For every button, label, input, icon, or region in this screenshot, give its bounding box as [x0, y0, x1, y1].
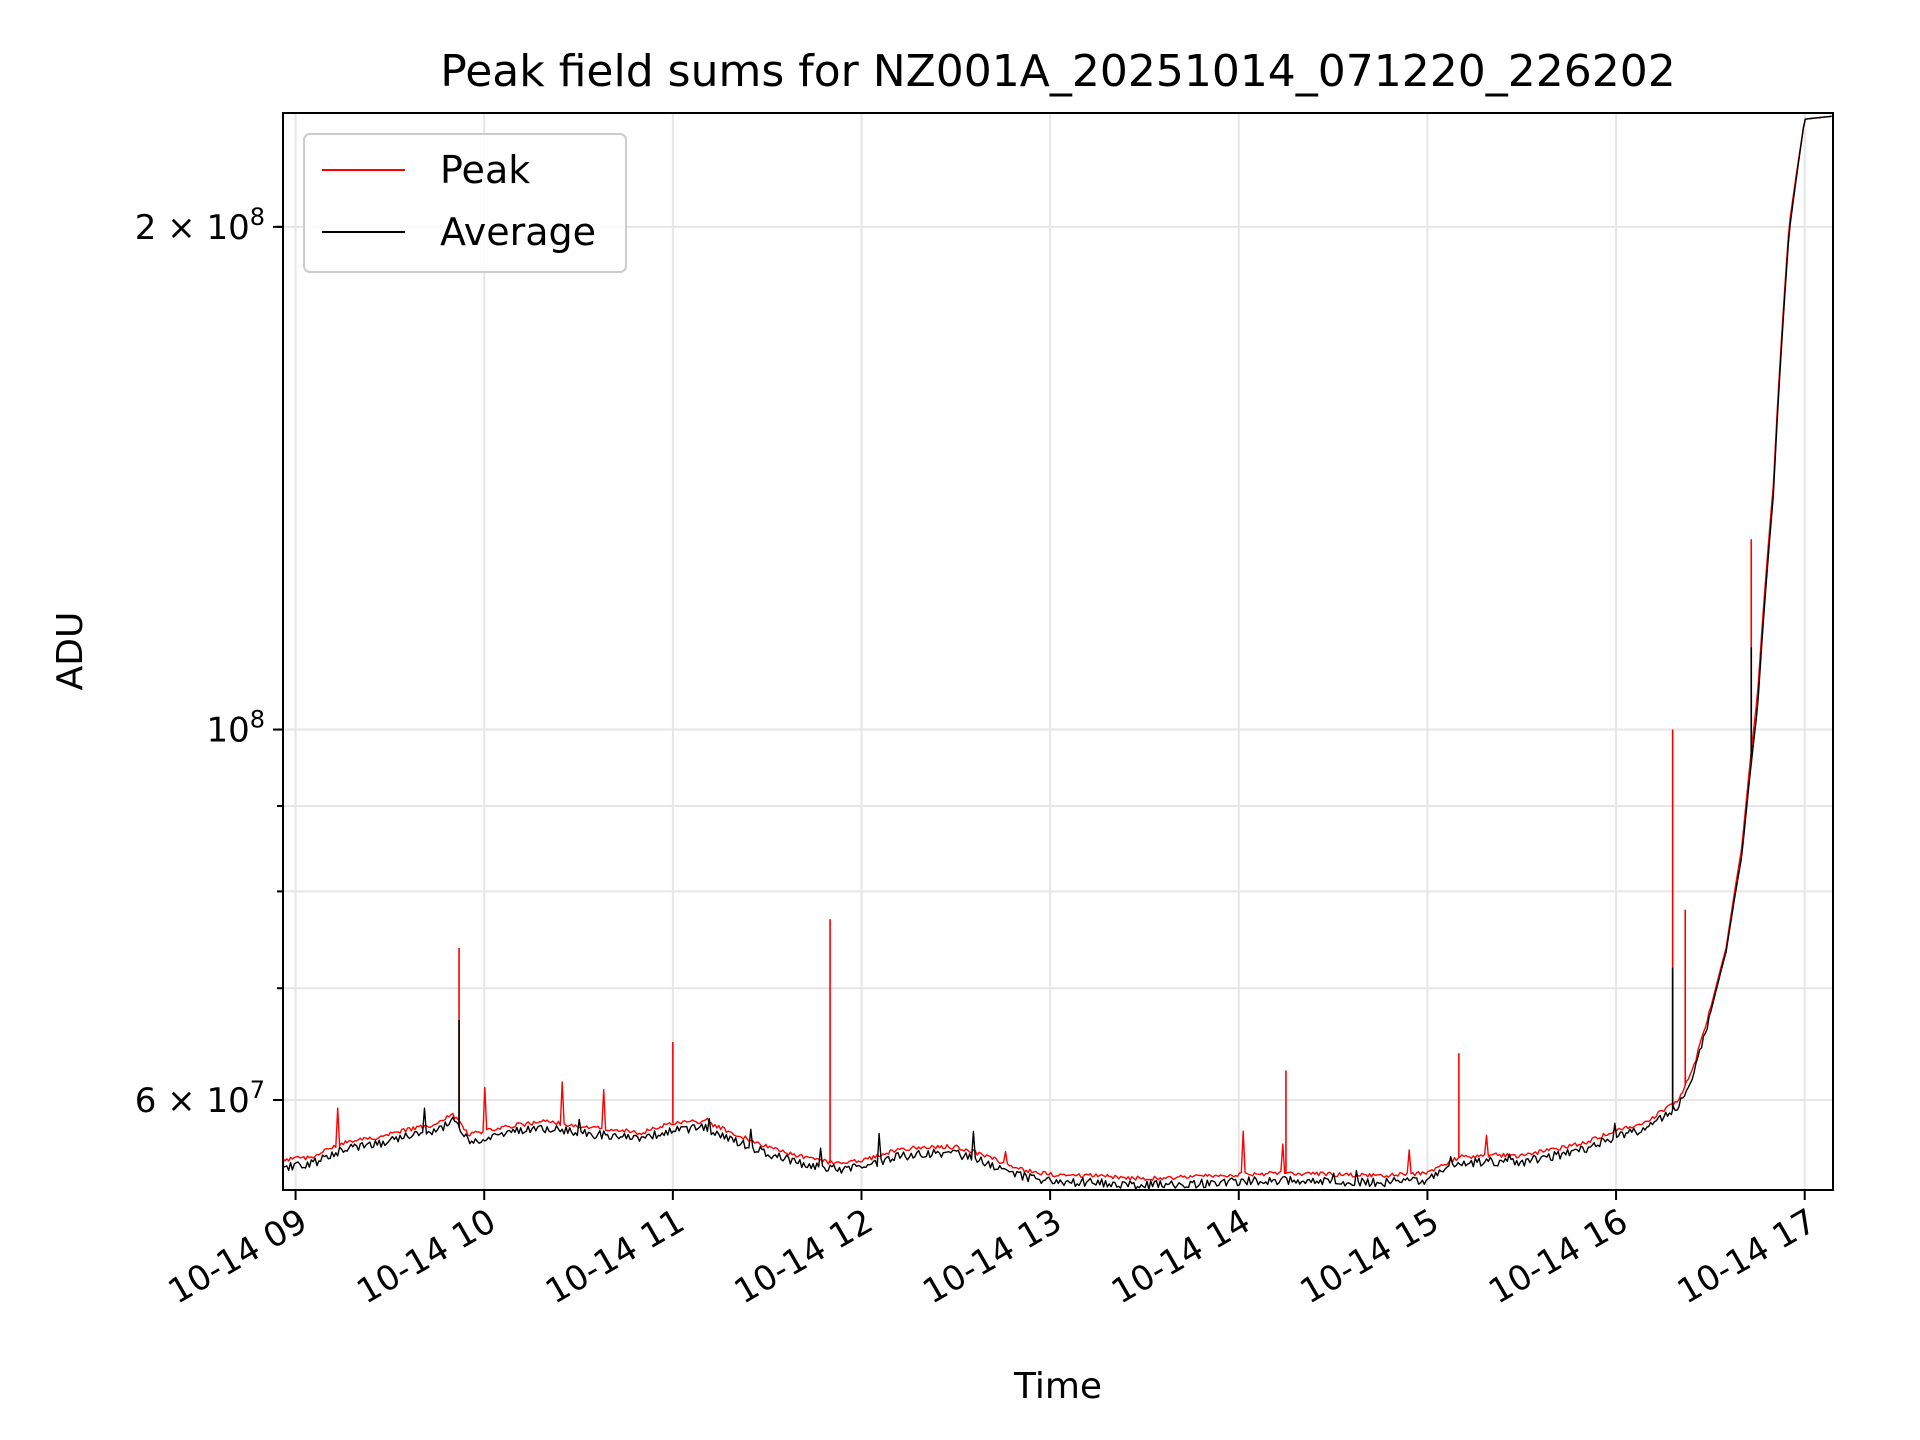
- y-tick-label: 108: [206, 706, 265, 751]
- x-axis-title: Time: [1013, 1366, 1102, 1407]
- grid: [283, 113, 1833, 1190]
- legend-label-peak: Peak: [440, 148, 530, 192]
- series-line-average: [283, 115, 1832, 1190]
- chart-title: Peak field sums for NZ001A_20251014_0712…: [440, 46, 1675, 97]
- plot-frame: [282, 112, 1834, 1191]
- y-tick-label: 6 × 107: [135, 1076, 265, 1121]
- legend-box: [303, 133, 627, 273]
- series-layer: [283, 115, 1832, 1190]
- y-tick-label: 2 × 108: [135, 203, 265, 248]
- legend-label-average: Average: [440, 210, 596, 254]
- y-axis-title: ADU: [50, 612, 91, 691]
- series-line-peak: [283, 115, 1832, 1181]
- legend: Peak Average: [303, 133, 627, 273]
